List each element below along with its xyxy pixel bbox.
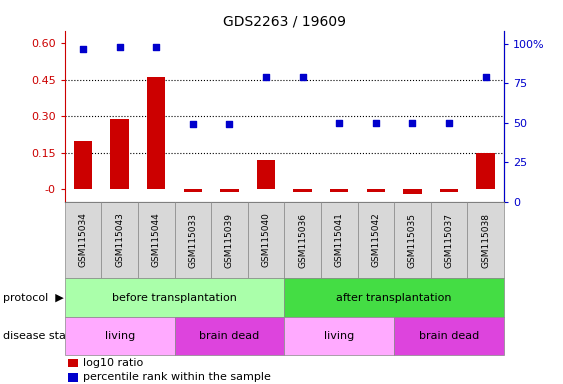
Text: GSM115034: GSM115034: [79, 213, 87, 267]
Text: brain dead: brain dead: [419, 331, 479, 341]
Text: GSM115036: GSM115036: [298, 212, 307, 268]
Point: [261, 74, 270, 80]
Text: after transplantation: after transplantation: [336, 293, 452, 303]
Text: before transplantation: before transplantation: [112, 293, 237, 303]
Bar: [110, 119, 129, 189]
Point: [115, 44, 124, 50]
Text: GSM115033: GSM115033: [189, 212, 197, 268]
Text: GSM115039: GSM115039: [225, 212, 234, 268]
Bar: [257, 160, 275, 189]
Point: [372, 120, 381, 126]
Text: GSM115035: GSM115035: [408, 212, 417, 268]
Bar: [367, 189, 385, 192]
Text: GSM115042: GSM115042: [372, 213, 380, 267]
Point: [408, 120, 417, 126]
Point: [79, 46, 88, 52]
Text: living: living: [324, 331, 354, 341]
Bar: [293, 189, 312, 192]
Point: [188, 121, 197, 127]
Text: disease state  ▶: disease state ▶: [3, 331, 92, 341]
Text: GSM115040: GSM115040: [262, 213, 270, 267]
Bar: [184, 189, 202, 192]
Bar: [403, 189, 422, 194]
Bar: [220, 189, 239, 192]
Text: GSM115041: GSM115041: [335, 213, 343, 267]
Text: GSM115044: GSM115044: [152, 213, 160, 267]
Bar: [330, 189, 348, 192]
Text: GSM115037: GSM115037: [445, 212, 453, 268]
Text: GSM115038: GSM115038: [481, 212, 490, 268]
Text: log10 ratio: log10 ratio: [83, 358, 144, 368]
Title: GDS2263 / 19609: GDS2263 / 19609: [223, 14, 346, 28]
Bar: [74, 141, 92, 189]
Point: [225, 121, 234, 127]
Point: [298, 74, 307, 80]
Text: GSM115043: GSM115043: [115, 213, 124, 267]
Text: living: living: [105, 331, 135, 341]
Text: protocol  ▶: protocol ▶: [3, 293, 64, 303]
Point: [334, 120, 343, 126]
Point: [152, 44, 161, 50]
Bar: [440, 189, 458, 192]
Text: percentile rank within the sample: percentile rank within the sample: [83, 372, 271, 382]
Bar: [476, 153, 495, 189]
Point: [445, 120, 454, 126]
Bar: [147, 77, 166, 189]
Point: [481, 74, 490, 80]
Text: brain dead: brain dead: [199, 331, 260, 341]
